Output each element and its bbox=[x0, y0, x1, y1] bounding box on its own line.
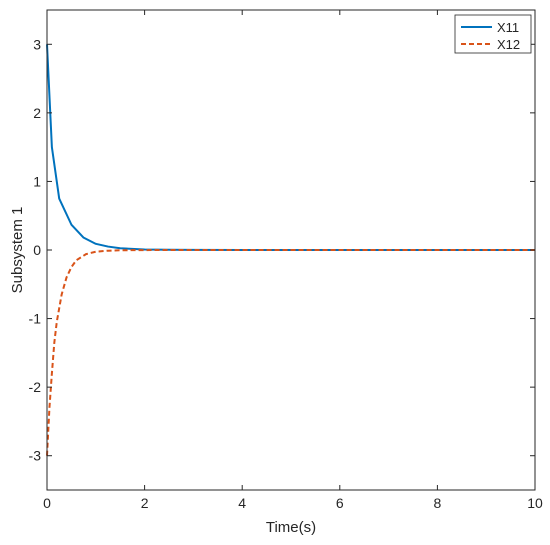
legend-label-x12: X12 bbox=[497, 37, 520, 52]
y-axis-label: Subsystem 1 bbox=[9, 207, 26, 294]
legend-box bbox=[454, 14, 532, 54]
y-tick-label: 0 bbox=[33, 242, 41, 258]
y-tick-label: -2 bbox=[29, 379, 42, 395]
x-tick-label: 0 bbox=[43, 495, 51, 511]
x-tick-label: 8 bbox=[434, 495, 442, 511]
plot-frame bbox=[46, 9, 536, 491]
x-tick-label: 6 bbox=[336, 495, 344, 511]
series-line-x12 bbox=[46, 249, 535, 456]
tick-layer: 0 2 4 6 8 10 -3 -2 -1 0 1 2 3 bbox=[29, 10, 543, 511]
y-tick-label: 3 bbox=[33, 36, 41, 52]
y-tick-label: 1 bbox=[33, 173, 41, 189]
x-tick-label: 2 bbox=[141, 495, 149, 511]
x-tick-label: 4 bbox=[238, 495, 246, 511]
x-tick-label: 10 bbox=[527, 495, 543, 511]
series-layer bbox=[46, 44, 535, 456]
legend: X11 X12 bbox=[454, 14, 532, 54]
y-tick-label: -1 bbox=[29, 311, 42, 327]
x-axis-label: Time(s) bbox=[266, 519, 316, 536]
y-tick-label: 2 bbox=[33, 105, 41, 121]
legend-label-x11: X11 bbox=[497, 20, 519, 35]
y-tick-label: -3 bbox=[29, 448, 42, 464]
